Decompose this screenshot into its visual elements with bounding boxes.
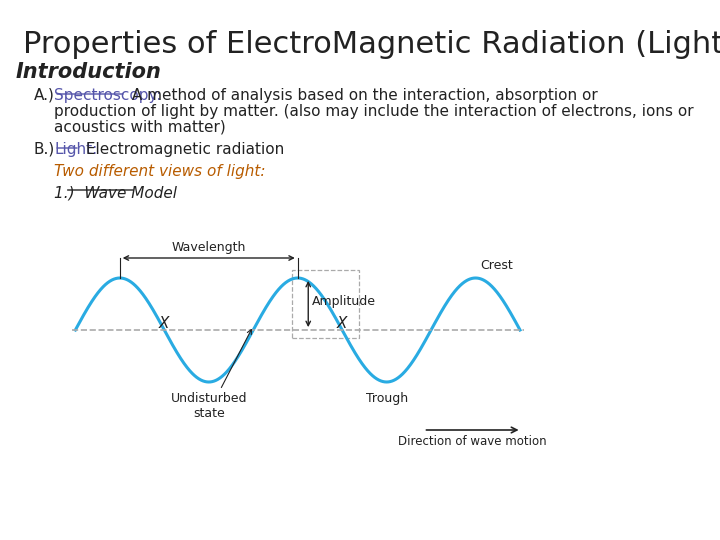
Text: A method of analysis based on the interaction, absorption or: A method of analysis based on the intera… xyxy=(127,88,598,103)
Text: X: X xyxy=(337,316,348,332)
Text: Crest: Crest xyxy=(480,259,513,272)
Text: Direction of wave motion: Direction of wave motion xyxy=(398,435,547,448)
Text: Spectroscopy:: Spectroscopy: xyxy=(54,88,162,103)
Text: B.): B.) xyxy=(34,142,55,157)
Text: Electromagnetic radiation: Electromagnetic radiation xyxy=(81,142,284,157)
Text: acoustics with matter): acoustics with matter) xyxy=(54,120,226,135)
Text: Light:: Light: xyxy=(54,142,97,157)
Text: Properties of ElectroMagnetic Radiation (Light): Properties of ElectroMagnetic Radiation … xyxy=(22,30,720,59)
Text: Undisturbed
state: Undisturbed state xyxy=(171,392,247,420)
Text: X: X xyxy=(159,316,169,332)
Text: Trough: Trough xyxy=(366,392,408,405)
Text: Introduction: Introduction xyxy=(15,62,161,82)
Text: 1.)  Wave Model: 1.) Wave Model xyxy=(54,185,177,200)
Text: production of light by matter. (also may include the interaction of electrons, i: production of light by matter. (also may… xyxy=(54,104,694,119)
Text: A.): A.) xyxy=(34,88,55,103)
Text: Two different views of light:: Two different views of light: xyxy=(54,164,266,179)
Text: Amplitude: Amplitude xyxy=(312,295,376,308)
Text: Wavelength: Wavelength xyxy=(171,241,246,254)
